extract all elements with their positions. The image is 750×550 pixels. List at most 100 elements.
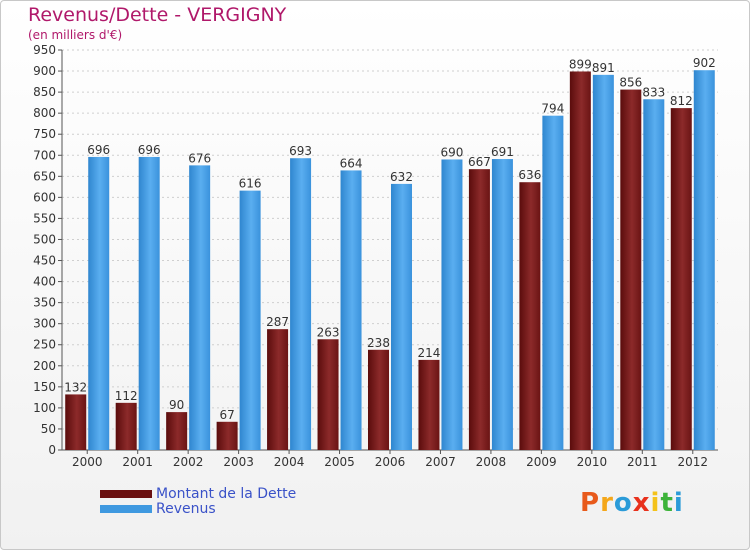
y-tick-label: 750 xyxy=(33,127,56,141)
bar-dette xyxy=(670,108,692,451)
y-tick-label: 650 xyxy=(33,169,56,183)
y-tick-label: 950 xyxy=(33,43,56,57)
x-tick-label: 2006 xyxy=(375,455,406,469)
x-tick-label: 2010 xyxy=(577,455,608,469)
y-tick-label: 850 xyxy=(33,85,56,99)
legend-label-revenus: Revenus xyxy=(156,500,216,517)
data-label: 667 xyxy=(468,155,491,169)
data-label: 67 xyxy=(219,408,234,422)
y-tick-label: 200 xyxy=(33,359,56,373)
data-label: 238 xyxy=(367,336,390,350)
bar-dette xyxy=(569,71,591,450)
logo-letter: i xyxy=(673,488,684,518)
bar-dette xyxy=(418,359,440,450)
bar-dette xyxy=(166,412,188,450)
data-label: 691 xyxy=(491,145,514,159)
legend-item-dette: Montant de la Dette xyxy=(100,485,297,502)
bar-revenus xyxy=(290,158,312,451)
data-label: 693 xyxy=(289,144,312,158)
legend-swatch-dette xyxy=(100,489,152,498)
data-label: 664 xyxy=(340,156,363,170)
x-tick-label: 2008 xyxy=(476,455,507,469)
bar-revenus xyxy=(239,190,261,450)
y-tick-label: 350 xyxy=(33,296,56,310)
data-label: 616 xyxy=(239,177,262,191)
chart-subtitle: (en milliers d'€) xyxy=(28,28,123,42)
data-label: 856 xyxy=(619,76,642,90)
bar-dette xyxy=(468,169,490,450)
bar-revenus xyxy=(491,159,513,451)
data-label: 263 xyxy=(317,325,340,339)
y-tick-label: 500 xyxy=(33,232,56,246)
y-tick-label: 300 xyxy=(33,317,56,331)
x-tick-label: 2004 xyxy=(274,455,305,469)
x-tick-label: 2007 xyxy=(425,455,456,469)
data-label: 287 xyxy=(266,315,289,329)
x-tick-label: 2001 xyxy=(122,455,153,469)
y-tick-label: 400 xyxy=(33,275,56,289)
data-label: 132 xyxy=(64,380,87,394)
data-label: 902 xyxy=(693,56,716,70)
bar-revenus xyxy=(391,183,412,451)
logo-letter: x xyxy=(632,488,651,518)
legend-label-dette: Montant de la Dette xyxy=(156,485,297,502)
data-label: 696 xyxy=(87,143,110,157)
bar-dette xyxy=(115,402,137,450)
bar-revenus xyxy=(340,170,362,450)
data-label: 90 xyxy=(169,398,184,412)
bar-dette xyxy=(216,421,238,450)
bar-dette xyxy=(620,89,642,450)
y-tick-label: 100 xyxy=(33,401,56,415)
bar-dette xyxy=(267,329,289,450)
x-tick-label: 2012 xyxy=(677,455,708,469)
data-label: 636 xyxy=(518,168,541,182)
bar-revenus xyxy=(441,159,463,450)
y-tick-label: 250 xyxy=(33,338,56,352)
y-tick-label: 150 xyxy=(33,380,56,394)
y-tick-label: 0 xyxy=(48,443,56,457)
bar-dette xyxy=(65,394,87,450)
bar-revenus xyxy=(88,156,110,450)
x-tick-label: 2003 xyxy=(223,455,254,469)
logo-letter: o xyxy=(613,488,633,518)
data-label: 690 xyxy=(441,145,464,159)
bar-dette xyxy=(317,339,339,450)
logo-letter: i xyxy=(650,488,661,518)
x-tick-label: 2011 xyxy=(627,455,658,469)
legend-item-revenus: Revenus xyxy=(100,500,296,517)
bar-revenus xyxy=(693,70,715,451)
y-tick-label: 800 xyxy=(33,106,56,120)
data-label: 794 xyxy=(541,102,564,116)
data-label: 112 xyxy=(115,389,138,403)
logo-letter: r xyxy=(600,488,614,518)
x-tick-label: 2005 xyxy=(324,455,355,469)
bar-revenus xyxy=(189,165,211,451)
y-tick-label: 600 xyxy=(33,190,56,204)
y-tick-label: 550 xyxy=(33,211,56,225)
bar-dette xyxy=(519,182,541,451)
bar-revenus xyxy=(138,156,160,450)
data-label: 891 xyxy=(592,61,615,75)
data-label: 833 xyxy=(642,85,665,99)
proxiti-logo: Proxiti xyxy=(580,488,684,518)
legend-swatch-revenus xyxy=(100,504,152,513)
bar-revenus xyxy=(643,99,665,451)
data-label: 812 xyxy=(670,94,693,108)
bar-dette xyxy=(368,349,389,450)
chart-legend: Montant de la Dette Revenus xyxy=(100,485,297,517)
x-tick-label: 2000 xyxy=(72,455,103,469)
x-tick-label: 2009 xyxy=(526,455,557,469)
y-tick-label: 900 xyxy=(33,64,56,78)
x-tick-label: 2002 xyxy=(173,455,204,469)
y-tick-label: 450 xyxy=(33,254,56,268)
data-label: 899 xyxy=(569,57,592,71)
data-label: 696 xyxy=(138,143,161,157)
data-label: 676 xyxy=(188,151,211,165)
bar-revenus xyxy=(592,74,614,450)
y-tick-label: 50 xyxy=(41,422,56,436)
logo-letter: P xyxy=(580,488,601,518)
logo-letter: t xyxy=(660,488,674,518)
y-tick-label: 700 xyxy=(33,148,56,162)
data-label: 632 xyxy=(390,170,413,184)
